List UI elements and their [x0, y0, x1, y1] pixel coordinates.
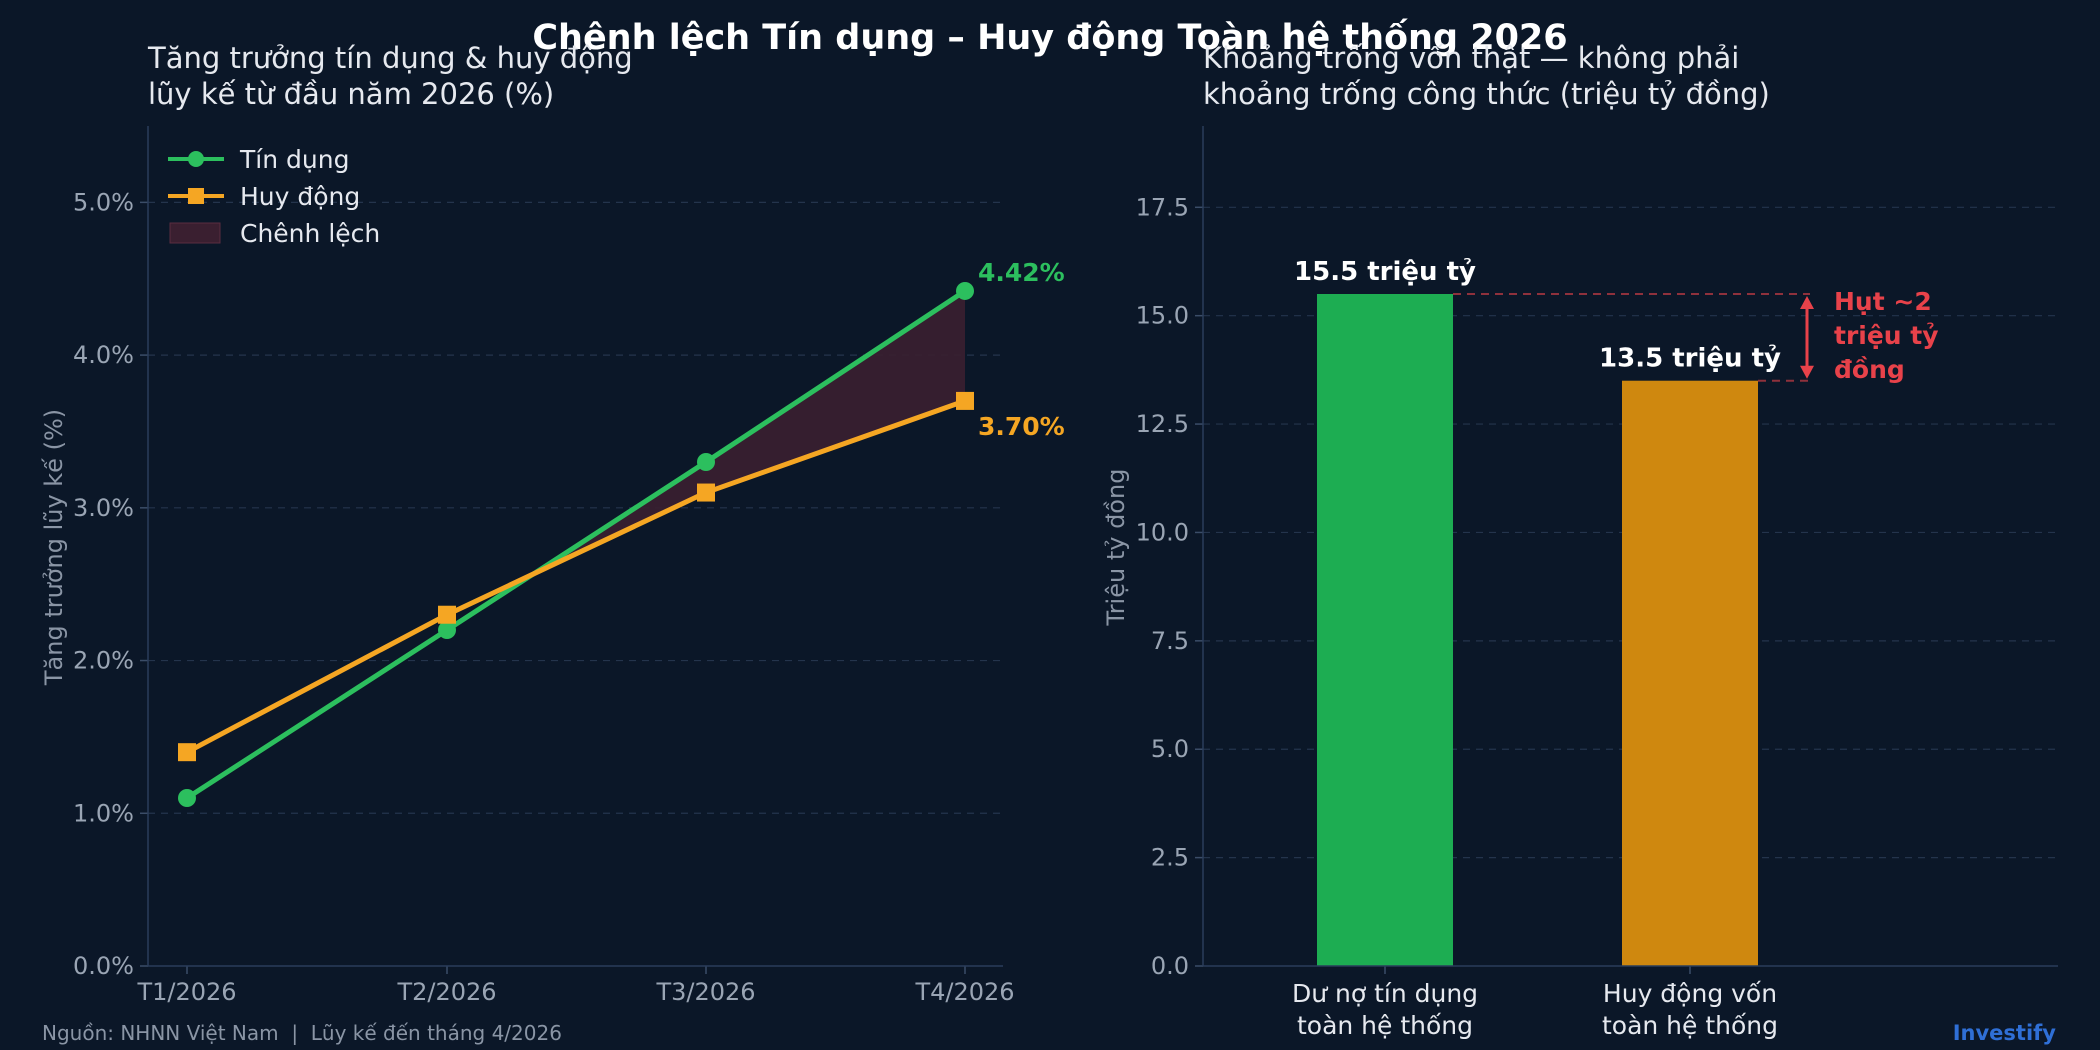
y-tick-label: 0.0%: [73, 952, 134, 980]
bar-chart-axes: [1202, 126, 2058, 967]
y-tick-label: 15.0: [1136, 302, 1189, 330]
line-chart-axes: [147, 126, 1003, 967]
series-line-credit: [185, 288, 967, 801]
credit-point-t1-2026: [178, 789, 196, 807]
x-tick-label: T2/2026: [396, 978, 496, 1006]
y-tick-label: 12.5: [1136, 410, 1189, 438]
gap-label-line: Hụt ~2: [1834, 287, 1932, 316]
bar-value-label: 13.5 triệu tỷ: [1599, 344, 1781, 374]
deposit-point-t4-2026: [956, 391, 974, 410]
x-category-label: Huy động vốn: [1603, 979, 1777, 1008]
credit-point-t4-2026: [956, 281, 974, 300]
line-chart-title-line-1: Tăng trưởng tín dụng & huy động: [147, 41, 633, 75]
y-tick-label: 0.0: [1151, 952, 1189, 980]
legend-label-deposit: Huy động: [240, 182, 360, 211]
gap-arrow-head-up: [1800, 296, 1814, 309]
y-tick-label: 5.0: [1151, 735, 1189, 763]
gap-arrow-head-down: [1800, 365, 1814, 379]
deposit-point-t2-2026: [438, 605, 456, 624]
y-tick-label: 17.5: [1136, 193, 1189, 221]
bar-value-label: 15.5 triệu tỷ: [1294, 257, 1476, 287]
x-tick-label: T3/2026: [655, 978, 755, 1006]
bar-chart-title-line-2: khoảng trống công thức (triệu tỷ đồng): [1203, 77, 1770, 111]
bar-credit-outstanding: [1317, 294, 1453, 966]
y-tick-label: 4.0%: [73, 341, 134, 369]
y-tick-label: 1.0%: [73, 799, 134, 827]
x-tick-label: T4/2026: [914, 978, 1014, 1006]
gap-label-line: triệu tỷ: [1834, 321, 1939, 350]
y-tick-label: 10.0: [1136, 518, 1189, 546]
y-tick-label: 3.0%: [73, 494, 134, 522]
legend-marker-deposit: [188, 188, 204, 204]
credit-point-t3-2026: [697, 453, 715, 471]
y-tick-label: 7.5: [1151, 627, 1189, 655]
funding-gap-annotation: Hụt ~2 triệu tỷ đồng: [1453, 287, 1939, 384]
credit-point-t2-2026: [438, 621, 456, 639]
x-category-label: toàn hệ thống: [1602, 1011, 1778, 1040]
legend-marker-credit: [188, 151, 204, 167]
bar-chart-title-line-1: Khoảng trống vốn thật — không phải: [1203, 41, 1739, 75]
deposit-point-t3-2026: [697, 483, 715, 502]
x-tick-label: T1/2026: [136, 978, 236, 1006]
line-chart-y-axis-label: Tăng trưởng lũy kế (%): [40, 409, 68, 686]
gap-label-line: đồng: [1834, 355, 1905, 384]
legend-label-gap: Chênh lệch: [240, 219, 380, 248]
end-label-credit: 4.42%: [978, 258, 1065, 287]
line-chart-panel: Tăng trưởng tín dụng & huy động lũy kế t…: [40, 41, 1065, 1006]
legend-label-credit: Tín dụng: [239, 145, 349, 174]
y-tick-label: 5.0%: [73, 188, 134, 216]
source-note: Nguồn: NHNN Việt Nam | Lũy kế đến tháng …: [42, 1021, 562, 1045]
x-category-label: toàn hệ thống: [1297, 1011, 1473, 1040]
line-chart-legend: Tín dụng Huy động Chênh lệch: [168, 145, 380, 248]
legend-swatch-gap: [169, 222, 221, 244]
bar-chart-y-axis-label: Triệu tỷ đồng: [1102, 469, 1130, 627]
line-chart-end-labels: 4.42% 3.70%: [978, 258, 1065, 441]
end-label-deposit: 3.70%: [978, 412, 1065, 441]
line-chart-grid: [140, 201, 1003, 974]
line-chart-title-line-2: lũy kế từ đầu năm 2026 (%): [148, 77, 554, 111]
chart-suptitle: Chênh lệch Tín dụng – Huy động Toàn hệ t…: [532, 18, 1567, 58]
line-series-group: [178, 281, 974, 807]
y-tick-label: 2.5: [1151, 844, 1189, 872]
bar-chart-grid: [1195, 206, 2058, 974]
bar-deposit-mobilization: [1622, 380, 1758, 966]
x-category-label: Dư nợ tín dụng: [1292, 979, 1478, 1008]
bar-chart-panel: Khoảng trống vốn thật — không phải khoản…: [1102, 41, 2058, 1040]
bar-chart-tick-labels: 0.0 2.5 5.0 7.5 10.0 12.5 15.0 17.5 Dư nợ tín dụ…: [1136, 193, 1778, 1040]
y-tick-label: 2.0%: [73, 647, 134, 675]
bar-series-group: 15.5 triệu tỷ 13.5 triệu tỷ: [1294, 257, 1781, 966]
series-line-deposit: [185, 398, 966, 755]
deposit-point-t1-2026: [178, 743, 196, 762]
brand-logo-text: Investify: [1953, 1021, 2057, 1045]
line-chart-tick-labels: 0.0% 1.0% 2.0% 3.0% 4.0% 5.0% T1/2026 T2/2026 T3…: [73, 188, 1015, 1006]
